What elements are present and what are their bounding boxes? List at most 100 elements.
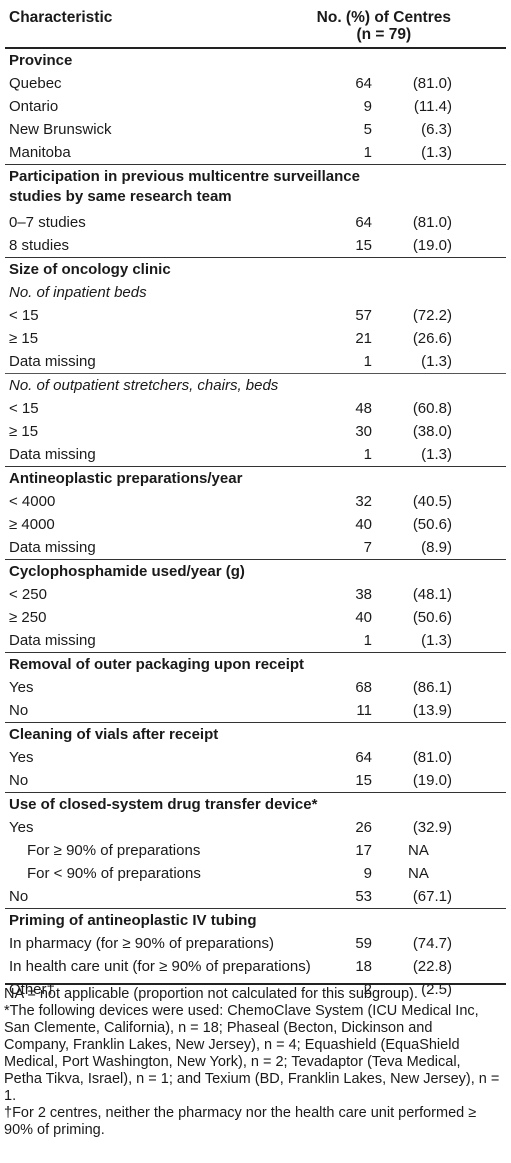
row-count: 64 <box>355 214 372 231</box>
row-percent: (19.0) <box>412 772 452 789</box>
row-label: No. of outpatient stretchers, chairs, be… <box>9 377 279 394</box>
row-percent: (74.7) <box>412 935 452 952</box>
row-percent: (40.5) <box>412 493 452 510</box>
row-label: Cleaning of vials after receipt <box>9 726 219 743</box>
row-percent: (81.0) <box>412 75 452 92</box>
table-row: Other† 2 (2.5) <box>5 978 506 1001</box>
row-not-applicable: NA <box>408 865 429 882</box>
footnote-dagger: †For 2 centres, neither the pharmacy nor… <box>4 1105 477 1138</box>
table-row: ≥ 4000 40 (50.6) <box>5 513 506 536</box>
row-count: 15 <box>355 772 372 789</box>
header-n-label: (n = 79) <box>356 26 412 43</box>
row-label: ≥ 15 <box>9 330 39 347</box>
table-row: Data missing 1 (1.3) <box>5 350 506 373</box>
table-row: For < 90% of preparations 9 NA <box>5 862 506 885</box>
row-label: < 250 <box>9 586 47 603</box>
row-count: 1 <box>363 144 372 161</box>
row-percent: (2.5) <box>421 981 452 998</box>
row-percent: (11.4) <box>413 98 452 115</box>
row-percent: (1.3) <box>421 353 452 370</box>
row-label: 0–7 studies <box>9 214 86 231</box>
row-count: 2 <box>363 981 372 998</box>
row-percent: (81.0) <box>412 214 452 231</box>
table-row: Manitoba 1 (1.3) <box>5 141 506 164</box>
row-percent: (19.0) <box>412 237 452 254</box>
table-row: Yes 64 (81.0) <box>5 746 506 769</box>
row-count: 1 <box>363 632 372 649</box>
row-label: 8 studies <box>9 237 70 254</box>
row-percent: (86.1) <box>412 679 452 696</box>
row-count: 32 <box>355 493 372 510</box>
row-count: 59 <box>355 935 372 952</box>
section-heading: Size of oncology clinic <box>5 257 506 281</box>
row-label: Yes <box>9 679 34 696</box>
row-label: Priming of antineoplastic IV tubing <box>9 912 257 929</box>
table-row: 8 studies 15 (19.0) <box>5 234 506 257</box>
row-percent: (60.8) <box>412 400 452 417</box>
row-count: 11 <box>356 702 372 719</box>
row-percent: (1.3) <box>421 446 452 463</box>
row-count: 38 <box>355 586 372 603</box>
row-count: 9 <box>363 98 372 115</box>
row-label: Yes <box>9 819 34 836</box>
header-characteristic: Characteristic <box>9 9 113 26</box>
row-label: Province <box>9 52 73 69</box>
row-percent: (81.0) <box>412 749 452 766</box>
row-not-applicable: NA <box>408 842 429 859</box>
table-row: < 15 48 (60.8) <box>5 397 506 420</box>
row-label: In health care unit (for ≥ 90% of prepar… <box>9 958 311 975</box>
table-row: Quebec 64 (81.0) <box>5 72 506 95</box>
header-count-column: No. (%) of Centres (n = 79) <box>317 9 451 43</box>
row-label: Data missing <box>9 446 96 463</box>
row-label: ≥ 4000 <box>9 516 55 533</box>
table-row: 0–7 studies 64 (81.0) <box>5 211 506 234</box>
row-count: 7 <box>363 539 372 556</box>
row-count: 40 <box>355 516 372 533</box>
table-row: < 4000 32 (40.5) <box>5 490 506 513</box>
row-count: 1 <box>363 446 372 463</box>
table-row: In pharmacy (for ≥ 90% of preparations) 5… <box>5 932 506 955</box>
table-row: ≥ 250 40 (50.6) <box>5 606 506 629</box>
footnote-star: *The following devices were used: ChemoC… <box>4 1003 500 1104</box>
row-label: Antineoplastic preparations/year <box>9 470 243 487</box>
row-label: No <box>9 702 29 719</box>
row-label: Ontario <box>9 98 59 115</box>
table-row: New Brunswick 5 (6.3) <box>5 118 506 141</box>
header-count-label: No. (%) of Centres <box>316 9 451 26</box>
section-heading: Province <box>5 49 506 72</box>
section-heading: Participation in previous multicentre su… <box>5 164 506 211</box>
row-count: 57 <box>355 307 372 324</box>
row-percent: (50.6) <box>412 516 452 533</box>
row-count: 53 <box>355 888 372 905</box>
row-count: 18 <box>355 958 372 975</box>
row-label: ≥ 250 <box>9 609 47 626</box>
table-header: Characteristic No. (%) of Centres (n = 7… <box>5 0 506 49</box>
section-heading: Antineoplastic preparations/year <box>5 466 506 490</box>
subsection-heading: No. of outpatient stretchers, chairs, be… <box>5 373 506 397</box>
section-heading: Removal of outer packaging upon receipt <box>5 652 506 676</box>
row-percent: (13.9) <box>412 702 452 719</box>
row-percent: (50.6) <box>412 609 452 626</box>
table-row: < 15 57 (72.2) <box>5 304 506 327</box>
row-label: Quebec <box>9 75 62 92</box>
row-count: 5 <box>363 121 372 138</box>
subsection-heading: No. of inpatient beds <box>5 281 506 304</box>
row-label: Data missing <box>9 539 96 556</box>
row-label: Manitoba <box>9 144 71 161</box>
row-label: < 4000 <box>9 493 56 510</box>
row-count: 15 <box>355 237 372 254</box>
row-percent: (26.6) <box>412 330 452 347</box>
characteristics-table: Characteristic No. (%) of Centres (n = 7… <box>5 0 506 1001</box>
table-row: Yes 26 (32.9) <box>5 816 506 839</box>
row-percent: (1.3) <box>421 144 452 161</box>
row-label: Use of closed-system drug transfer devic… <box>9 796 318 813</box>
row-label: Size of oncology clinic <box>9 261 171 278</box>
section-heading: Cleaning of vials after receipt <box>5 722 506 746</box>
row-count: 48 <box>355 400 372 417</box>
row-label: Other† <box>9 981 55 998</box>
row-percent: (38.0) <box>412 423 452 440</box>
row-label: Yes <box>9 749 34 766</box>
row-percent: (32.9) <box>412 819 452 836</box>
row-count: 64 <box>355 75 372 92</box>
row-label: Participation in previous multicentre su… <box>9 168 360 205</box>
